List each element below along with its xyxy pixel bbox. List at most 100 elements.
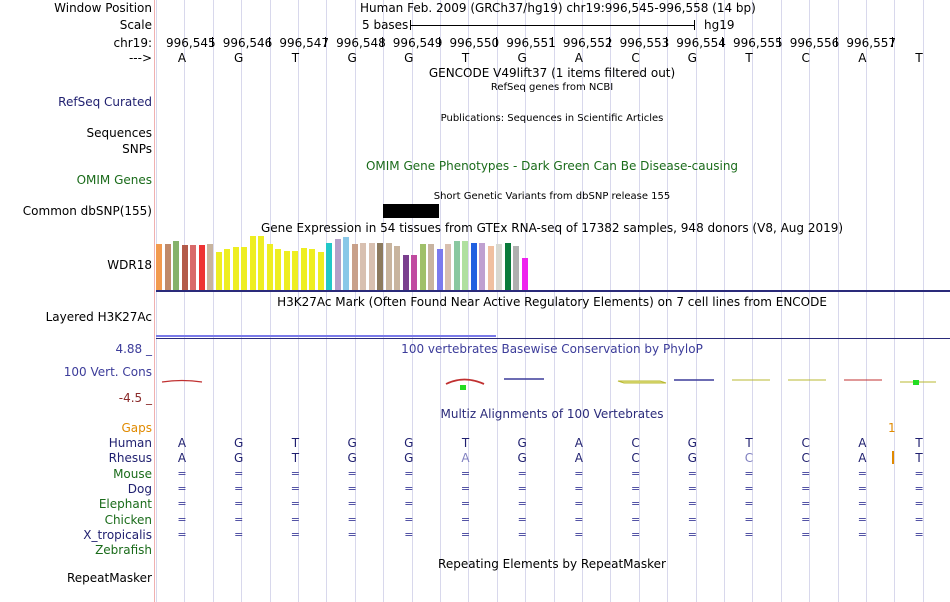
gtex-tissue-bar[interactable] xyxy=(368,243,375,290)
grid-line xyxy=(212,0,214,602)
conservation-track-title[interactable]: 100 vertebrates Basewise Conservation by… xyxy=(401,342,703,356)
gtex-tissue-bar[interactable] xyxy=(241,247,247,290)
gtex-tissue-bar[interactable] xyxy=(385,243,392,290)
alignment-base: = xyxy=(744,527,754,541)
gaps-label[interactable]: Gaps xyxy=(121,421,152,435)
alignment-base: = xyxy=(460,497,471,511)
gtex-tissue-bar[interactable] xyxy=(411,255,417,290)
species-label[interactable]: Elephant xyxy=(98,497,152,512)
gtex-tissue-bar[interactable] xyxy=(249,236,256,290)
gtex-tissue-bar[interactable] xyxy=(326,243,332,290)
gtex-tissue-bar[interactable] xyxy=(156,244,162,290)
alignment-base: T xyxy=(291,436,300,450)
dbsnp-variant-block[interactable] xyxy=(383,204,439,218)
reference-base: T xyxy=(461,51,470,65)
ruler-tick xyxy=(438,37,440,47)
gtex-tissue-bar[interactable] xyxy=(470,243,477,290)
common-dbsnp-label[interactable]: Common dbSNP(155) xyxy=(22,204,152,218)
alignment-base: = xyxy=(177,497,187,511)
alignment-base: = xyxy=(234,512,244,526)
species-label[interactable]: Dog xyxy=(127,481,152,496)
gtex-tissue-bar[interactable] xyxy=(190,245,196,290)
gtex-tissue-bar[interactable] xyxy=(479,243,485,290)
reference-base: G xyxy=(234,51,244,65)
gtex-tissue-bar[interactable] xyxy=(258,236,264,290)
gtex-tissue-bar[interactable] xyxy=(419,244,426,290)
gtex-tissue-bar[interactable] xyxy=(521,258,528,290)
gtex-tissue-bar[interactable] xyxy=(453,241,460,290)
gtex-tissue-bar[interactable] xyxy=(504,243,511,290)
omim-genes-label[interactable]: OMIM Genes xyxy=(76,173,152,187)
reference-base: C xyxy=(631,51,640,65)
gtex-tissue-bar[interactable] xyxy=(513,246,519,290)
gtex-tissue-bar[interactable] xyxy=(173,241,179,290)
sequences-label[interactable]: Sequences xyxy=(86,126,152,140)
alignment-base: A xyxy=(574,451,583,466)
grid-line xyxy=(156,0,157,602)
alignment-base: G xyxy=(687,451,697,466)
gtex-tissue-bar[interactable] xyxy=(496,244,502,290)
alignment-base: = xyxy=(234,481,244,495)
h3k27ac-track-title[interactable]: H3K27Ac Mark (Often Found Near Active Re… xyxy=(277,295,827,309)
gencode-track-title[interactable]: GENCODE V49lift37 (1 items filtered out) xyxy=(428,66,676,80)
conservation-plot xyxy=(161,378,936,390)
gtex-tissue-bar[interactable] xyxy=(266,244,273,290)
window-position-value[interactable]: Human Feb. 2009 (GRCh37/hg19) chr19:996,… xyxy=(360,1,756,15)
gtex-tissue-bar[interactable] xyxy=(487,246,494,290)
repeatmasker-track-title[interactable]: Repeating Elements by RepeatMasker xyxy=(438,557,666,571)
species-label[interactable]: Human xyxy=(108,436,152,450)
gtex-bar-chart[interactable] xyxy=(156,236,536,290)
species-label[interactable]: Zebrafish xyxy=(95,543,152,558)
gtex-tissue-bar[interactable] xyxy=(343,237,349,290)
conservation-label[interactable]: 100 Vert. Cons xyxy=(63,365,152,379)
ruler-tick xyxy=(552,37,554,47)
alignment-base: G xyxy=(234,451,244,466)
gtex-track-title[interactable]: Gene Expression in 54 tissues from GTEx … xyxy=(260,221,844,235)
ruler-tick xyxy=(382,37,384,47)
ruler-position: 996,552 xyxy=(562,36,613,50)
alignment-base: = xyxy=(687,512,697,526)
species-label[interactable]: Mouse xyxy=(113,466,152,481)
gtex-tissue-bar[interactable] xyxy=(300,248,307,290)
gtex-tissue-bar[interactable] xyxy=(317,252,324,290)
gtex-tissue-bar[interactable] xyxy=(207,244,213,290)
gtex-tissue-bar[interactable] xyxy=(436,249,443,290)
species-label[interactable]: X_tropicalis xyxy=(83,527,152,542)
snps-label[interactable]: SNPs xyxy=(122,142,152,156)
gtex-tissue-bar[interactable] xyxy=(445,244,451,290)
gtex-tissue-bar[interactable] xyxy=(215,252,222,290)
gtex-tissue-bar[interactable] xyxy=(351,244,358,290)
gtex-tissue-bar[interactable] xyxy=(360,243,366,290)
gtex-tissue-bar[interactable] xyxy=(334,239,341,290)
gtex-tissue-bar[interactable] xyxy=(462,241,468,290)
alignment-base: G xyxy=(517,451,527,466)
gtex-tissue-bar[interactable] xyxy=(224,249,230,290)
gtex-tissue-bar[interactable] xyxy=(181,245,188,290)
ruler-position: 996,547 xyxy=(279,36,330,50)
layered-h3k27ac-label[interactable]: Layered H3K27Ac xyxy=(45,310,152,324)
scale-value: 5 bases xyxy=(362,18,409,32)
gtex-tissue-bar[interactable] xyxy=(309,249,315,290)
species-label[interactable]: Rhesus xyxy=(108,451,152,466)
alignment-base: C xyxy=(631,451,640,466)
gtex-tissue-bar[interactable] xyxy=(232,247,239,290)
alignment-base: = xyxy=(574,497,584,511)
ruler-position: 996,557 xyxy=(846,36,897,50)
refseq-curated-label[interactable]: RefSeq Curated xyxy=(58,95,152,109)
gtex-tissue-bar[interactable] xyxy=(198,245,205,290)
gtex-tissue-bar[interactable] xyxy=(377,243,383,290)
alignment-base: = xyxy=(347,466,357,480)
gtex-tissue-bar[interactable] xyxy=(292,251,298,290)
gtex-tissue-bar[interactable] xyxy=(275,249,281,290)
gtex-tissue-bar[interactable] xyxy=(164,244,171,290)
multiz-track-title[interactable]: Multiz Alignments of 100 Vertebrates xyxy=(440,407,664,421)
ruler-tick xyxy=(835,37,837,47)
gtex-gene-label[interactable]: WDR18 xyxy=(107,258,152,272)
gtex-tissue-bar[interactable] xyxy=(394,246,400,290)
species-label[interactable]: Chicken xyxy=(104,512,152,527)
repeatmasker-label[interactable]: RepeatMasker xyxy=(66,571,152,585)
omim-track-title[interactable]: OMIM Gene Phenotypes - Dark Green Can Be… xyxy=(365,159,739,173)
gtex-tissue-bar[interactable] xyxy=(283,251,290,290)
gtex-tissue-bar[interactable] xyxy=(402,255,409,290)
gtex-tissue-bar[interactable] xyxy=(428,244,434,290)
